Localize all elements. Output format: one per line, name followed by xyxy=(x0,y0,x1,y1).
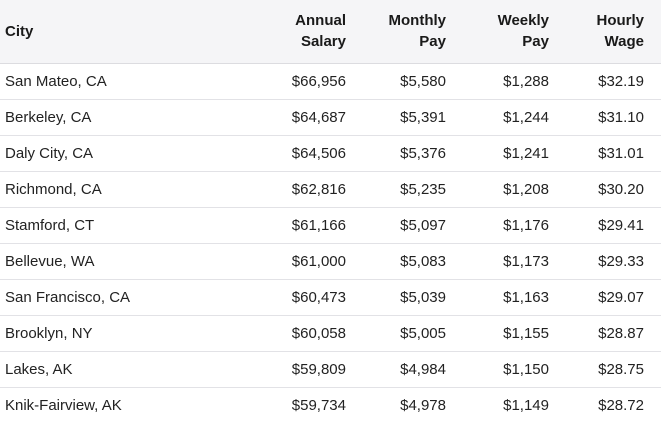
cell-weekly-pay: $1,173 xyxy=(503,252,549,270)
table-row: Richmond, CA $62,816 $5,235 $1,208 $30.2… xyxy=(0,171,661,207)
table-row: Daly City, CA $64,506 $5,376 $1,241 $31.… xyxy=(0,135,661,171)
cell-hourly-wage: $31.01 xyxy=(598,144,644,162)
header-hourly-line2: Wage xyxy=(604,33,644,51)
cell-hourly-wage: $28.75 xyxy=(598,360,644,378)
cell-annual-salary: $59,734 xyxy=(291,396,346,414)
cell-hourly-wage: $29.07 xyxy=(598,288,644,306)
cell-city: Richmond, CA xyxy=(5,180,102,198)
header-annual-line2: Salary xyxy=(300,33,346,51)
cell-city: Lakes, AK xyxy=(5,360,73,378)
header-monthly-line2: Pay xyxy=(419,33,446,51)
cell-monthly-pay: $4,978 xyxy=(400,396,446,414)
cell-city: Stamford, CT xyxy=(5,216,95,234)
cell-annual-salary: $62,816 xyxy=(291,180,346,198)
table-row: San Francisco, CA $60,473 $5,039 $1,163 … xyxy=(0,279,661,315)
cell-hourly-wage: $29.33 xyxy=(598,252,644,270)
table-row: Bellevue, WA $61,000 $5,083 $1,173 $29.3… xyxy=(0,243,661,279)
header-weekly-pay[interactable]: Weekly Pay xyxy=(461,0,561,63)
cell-hourly-wage: $29.41 xyxy=(598,216,644,234)
header-city-label: City xyxy=(5,22,34,40)
header-weekly-line1: Weekly xyxy=(497,12,549,30)
table-header: City Annual Salary Monthly Pay Weekly Pa… xyxy=(0,0,661,63)
cell-weekly-pay: $1,149 xyxy=(503,396,549,414)
table-row: Berkeley, CA $64,687 $5,391 $1,244 $31.1… xyxy=(0,99,661,135)
cell-monthly-pay: $5,391 xyxy=(400,108,446,126)
cell-annual-salary: $59,809 xyxy=(291,360,346,378)
cell-monthly-pay: $5,083 xyxy=(400,252,446,270)
header-annual-line1: Annual xyxy=(295,12,346,30)
header-row: City Annual Salary Monthly Pay Weekly Pa… xyxy=(0,0,661,63)
header-monthly-pay[interactable]: Monthly Pay xyxy=(361,0,461,63)
cell-annual-salary: $66,956 xyxy=(291,72,346,90)
cell-weekly-pay: $1,163 xyxy=(503,288,549,306)
cell-annual-salary: $60,058 xyxy=(291,324,346,342)
cell-monthly-pay: $4,984 xyxy=(400,360,446,378)
header-weekly-line2: Pay xyxy=(522,33,549,51)
cell-annual-salary: $61,166 xyxy=(291,216,346,234)
cell-city: Brooklyn, NY xyxy=(5,324,93,342)
cell-weekly-pay: $1,176 xyxy=(503,216,549,234)
table-row: Stamford, CT $61,166 $5,097 $1,176 $29.4… xyxy=(0,207,661,243)
table-body: San Mateo, CA $66,956 $5,580 $1,288 $32.… xyxy=(0,63,661,423)
cell-monthly-pay: $5,097 xyxy=(400,216,446,234)
cell-monthly-pay: $5,580 xyxy=(400,72,446,90)
cell-hourly-wage: $28.87 xyxy=(598,324,644,342)
cell-city: San Mateo, CA xyxy=(5,72,107,90)
cell-weekly-pay: $1,288 xyxy=(503,72,549,90)
cell-monthly-pay: $5,376 xyxy=(400,144,446,162)
cell-annual-salary: $64,687 xyxy=(291,108,346,126)
cell-weekly-pay: $1,150 xyxy=(503,360,549,378)
salary-table: City Annual Salary Monthly Pay Weekly Pa… xyxy=(0,0,661,423)
cell-city: Knik-Fairview, AK xyxy=(5,396,122,414)
table-row: Brooklyn, NY $60,058 $5,005 $1,155 $28.8… xyxy=(0,315,661,351)
cell-city: Berkeley, CA xyxy=(5,108,92,126)
cell-monthly-pay: $5,039 xyxy=(400,288,446,306)
header-hourly-line1: Hourly xyxy=(596,12,644,30)
header-hourly-wage[interactable]: Hourly Wage xyxy=(561,0,661,63)
cell-hourly-wage: $30.20 xyxy=(598,180,644,198)
table-row: Knik-Fairview, AK $59,734 $4,978 $1,149 … xyxy=(0,387,661,423)
cell-annual-salary: $64,506 xyxy=(291,144,346,162)
table-row: San Mateo, CA $66,956 $5,580 $1,288 $32.… xyxy=(0,63,661,99)
header-city[interactable]: City xyxy=(0,0,240,63)
cell-monthly-pay: $5,005 xyxy=(400,324,446,342)
cell-monthly-pay: $5,235 xyxy=(400,180,446,198)
cell-hourly-wage: $28.72 xyxy=(598,396,644,414)
cell-weekly-pay: $1,155 xyxy=(503,324,549,342)
cell-city: Bellevue, WA xyxy=(5,252,95,270)
cell-weekly-pay: $1,241 xyxy=(503,144,549,162)
cell-hourly-wage: $31.10 xyxy=(598,108,644,126)
cell-hourly-wage: $32.19 xyxy=(598,72,644,90)
header-monthly-line1: Monthly xyxy=(388,12,447,30)
cell-city: San Francisco, CA xyxy=(5,288,131,306)
cell-annual-salary: $61,000 xyxy=(291,252,346,270)
cell-annual-salary: $60,473 xyxy=(291,288,346,306)
cell-weekly-pay: $1,244 xyxy=(503,108,549,126)
table-row: Lakes, AK $59,809 $4,984 $1,150 $28.75 xyxy=(0,351,661,387)
cell-city: Daly City, CA xyxy=(5,144,94,162)
header-annual-salary[interactable]: Annual Salary xyxy=(240,0,361,63)
cell-weekly-pay: $1,208 xyxy=(503,180,549,198)
